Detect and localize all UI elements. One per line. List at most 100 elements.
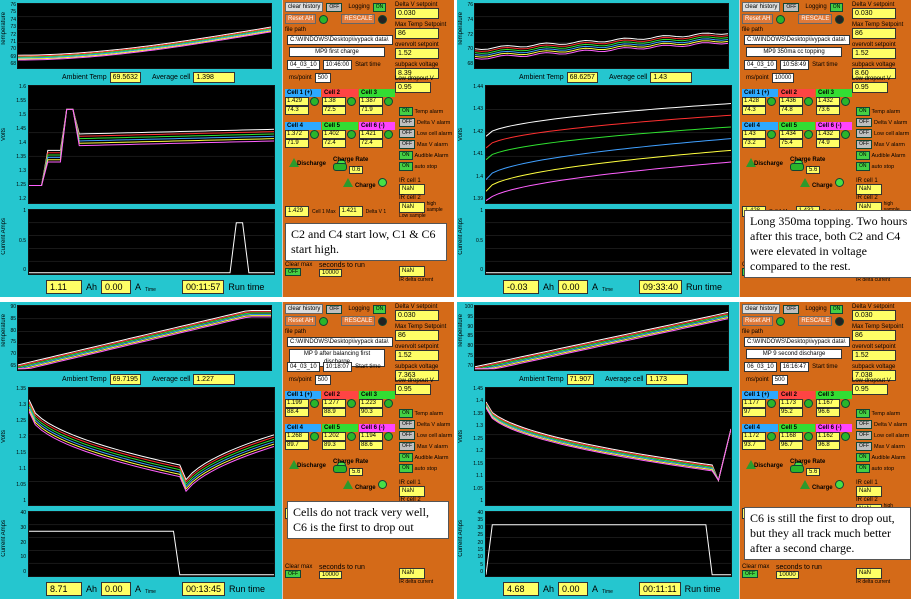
cell-voltage: 1.38 xyxy=(322,97,346,106)
seconds-field[interactable]: 10000 xyxy=(319,269,342,277)
reset-ah-button[interactable]: Reset AH xyxy=(285,14,317,24)
alarm-toggle[interactable]: ON xyxy=(856,409,870,418)
alarm-toggle[interactable]: ON xyxy=(856,453,870,462)
bottom-readout: 8.71 Ah 0.00 A Time 00:13:45 Run time xyxy=(46,582,265,596)
overvolt-field[interactable]: 1.52 xyxy=(395,48,439,59)
alarm-toggle[interactable]: OFF xyxy=(856,118,872,127)
tick-label: 70 xyxy=(467,46,473,53)
alarm-toggle[interactable]: OFF xyxy=(856,431,872,440)
delta-v-field[interactable]: 0.030 xyxy=(395,310,439,321)
rescale-button[interactable]: RESCALE xyxy=(341,316,376,326)
delta-v-field[interactable]: 0.030 xyxy=(852,8,896,19)
alarm-toggle[interactable]: ON xyxy=(856,107,870,116)
max-temp-field[interactable]: 86 xyxy=(852,330,896,341)
clear-history-switch[interactable]: OFF xyxy=(783,2,800,12)
clear-history-button[interactable]: clear history xyxy=(742,304,781,314)
alarm-toggle[interactable]: OFF xyxy=(399,118,415,127)
alarm-toggle[interactable]: OFF xyxy=(399,442,415,451)
file-name-field[interactable]: MP 9 second discharge xyxy=(746,349,842,359)
max-temp-field[interactable]: 86 xyxy=(852,28,896,39)
file-name-field[interactable]: MP9 first charge xyxy=(289,47,385,57)
charge-rate-knob[interactable] xyxy=(333,465,347,473)
charge-rate-field[interactable]: 5.6 xyxy=(348,468,364,476)
file-path-field[interactable]: C:\WINDOWS\Desktop\ivypack data\ xyxy=(287,35,393,45)
ir-cell2-label: IR cell 2 xyxy=(856,195,878,201)
charge-rate-knob[interactable] xyxy=(790,163,804,171)
max-temp-field[interactable]: 86 xyxy=(395,330,439,341)
ms-point-field[interactable]: 500 xyxy=(771,375,788,385)
overvolt-field[interactable]: 1.52 xyxy=(852,350,896,361)
tick-label: 85 xyxy=(10,315,16,322)
delta-v-field[interactable]: 0.030 xyxy=(852,310,896,321)
ms-point-field[interactable]: 500 xyxy=(314,73,331,83)
low-dropout-field[interactable]: 0.95 xyxy=(852,384,888,395)
alarm-toggle[interactable]: ON xyxy=(399,409,413,418)
reset-ah-button[interactable]: Reset AH xyxy=(742,316,774,326)
alarm-toggle[interactable]: OFF xyxy=(856,140,872,149)
alarm-toggle[interactable]: OFF xyxy=(399,431,415,440)
reset-ah-button[interactable]: Reset AH xyxy=(742,14,774,24)
logging-switch[interactable]: ON xyxy=(372,2,387,12)
reset-ah-button[interactable]: Reset AH xyxy=(285,316,317,326)
low-dropout-field[interactable]: 0.95 xyxy=(395,384,431,395)
current-traces xyxy=(29,222,274,274)
low-dropout-field[interactable]: 0.95 xyxy=(852,82,888,93)
clear-history-button[interactable]: clear history xyxy=(285,2,324,12)
tick-label: 1.3 xyxy=(19,168,26,174)
alarm-toggle[interactable]: OFF xyxy=(399,140,415,149)
overvolt-field[interactable]: 1.52 xyxy=(852,48,896,59)
charge-rate-knob[interactable] xyxy=(790,465,804,473)
charge-rate-field[interactable]: 0.6 xyxy=(348,166,364,174)
clear-history-switch[interactable]: OFF xyxy=(783,304,800,314)
overvolt-field[interactable]: 1.52 xyxy=(395,350,439,361)
tick-label: 1.43 xyxy=(473,106,483,113)
delta-v-field[interactable]: 0.030 xyxy=(395,8,439,19)
clear-history-button[interactable]: clear history xyxy=(285,304,324,314)
start-date-field: 06_03_10 xyxy=(744,362,777,372)
alarm-toggle[interactable]: ON xyxy=(399,453,413,462)
clear-history-switch[interactable]: OFF xyxy=(326,2,343,12)
alarm-toggle[interactable]: OFF xyxy=(399,420,415,429)
file-path-field[interactable]: C:\WINDOWS\Desktop\ivypack data\ xyxy=(744,35,850,45)
rescale-button[interactable]: RESCALE xyxy=(798,14,833,24)
alarm-toggle[interactable]: ON xyxy=(399,162,413,171)
clear-max-switch[interactable]: OFF xyxy=(285,570,301,578)
alarm-toggle[interactable]: ON xyxy=(856,464,870,473)
logging-switch[interactable]: ON xyxy=(829,304,844,314)
alarm-toggle[interactable]: ON xyxy=(856,162,870,171)
charge-led[interactable] xyxy=(377,178,387,187)
charge-led[interactable] xyxy=(834,480,844,489)
file-path-field[interactable]: C:\WINDOWS\Desktop\ivypack data\ xyxy=(287,337,393,347)
alarm-toggle[interactable]: ON xyxy=(399,107,413,116)
low-dropout-field[interactable]: 0.95 xyxy=(395,82,431,93)
rescale-button[interactable]: RESCALE xyxy=(798,316,833,326)
alarm-toggle[interactable]: ON xyxy=(399,464,413,473)
logging-switch[interactable]: ON xyxy=(372,304,387,314)
ms-point-field[interactable]: 500 xyxy=(314,375,331,385)
charge-led[interactable] xyxy=(834,178,844,187)
file-path-field[interactable]: C:\WINDOWS\Desktop\ivypack data\ xyxy=(744,337,850,347)
charge-rate-field[interactable]: 5.6 xyxy=(805,468,821,476)
alarm-toggle[interactable]: ON xyxy=(856,151,870,160)
alarm-toggle[interactable]: OFF xyxy=(856,129,872,138)
charge-led[interactable] xyxy=(377,480,387,489)
charge-rate-field[interactable]: 5.6 xyxy=(805,166,821,174)
clear-history-button[interactable]: clear history xyxy=(742,2,781,12)
logging-switch[interactable]: ON xyxy=(829,2,844,12)
alarm-toggle[interactable]: ON xyxy=(399,151,413,160)
alarm-toggle[interactable]: OFF xyxy=(856,442,872,451)
cell-name: Cell 1 (+) xyxy=(742,391,778,399)
alarm-toggle[interactable]: OFF xyxy=(856,420,872,429)
clear-max-switch[interactable]: OFF xyxy=(285,268,301,276)
max-temp-field[interactable]: 86 xyxy=(395,28,439,39)
file-name-field[interactable]: MP9 350ma cc topping xyxy=(746,47,842,57)
ms-point-field[interactable]: 10000 xyxy=(771,73,795,83)
charge-rate-knob[interactable] xyxy=(333,163,347,171)
seconds-field[interactable]: 10000 xyxy=(319,571,342,579)
seconds-field[interactable]: 10000 xyxy=(776,571,799,579)
cell-1-readout: Cell 1 (+) 1.177 97 xyxy=(742,391,778,417)
alarm-toggle[interactable]: OFF xyxy=(399,129,415,138)
clear-history-switch[interactable]: OFF xyxy=(326,304,343,314)
rescale-button[interactable]: RESCALE xyxy=(341,14,376,24)
clear-max-switch[interactable]: OFF xyxy=(742,570,758,578)
